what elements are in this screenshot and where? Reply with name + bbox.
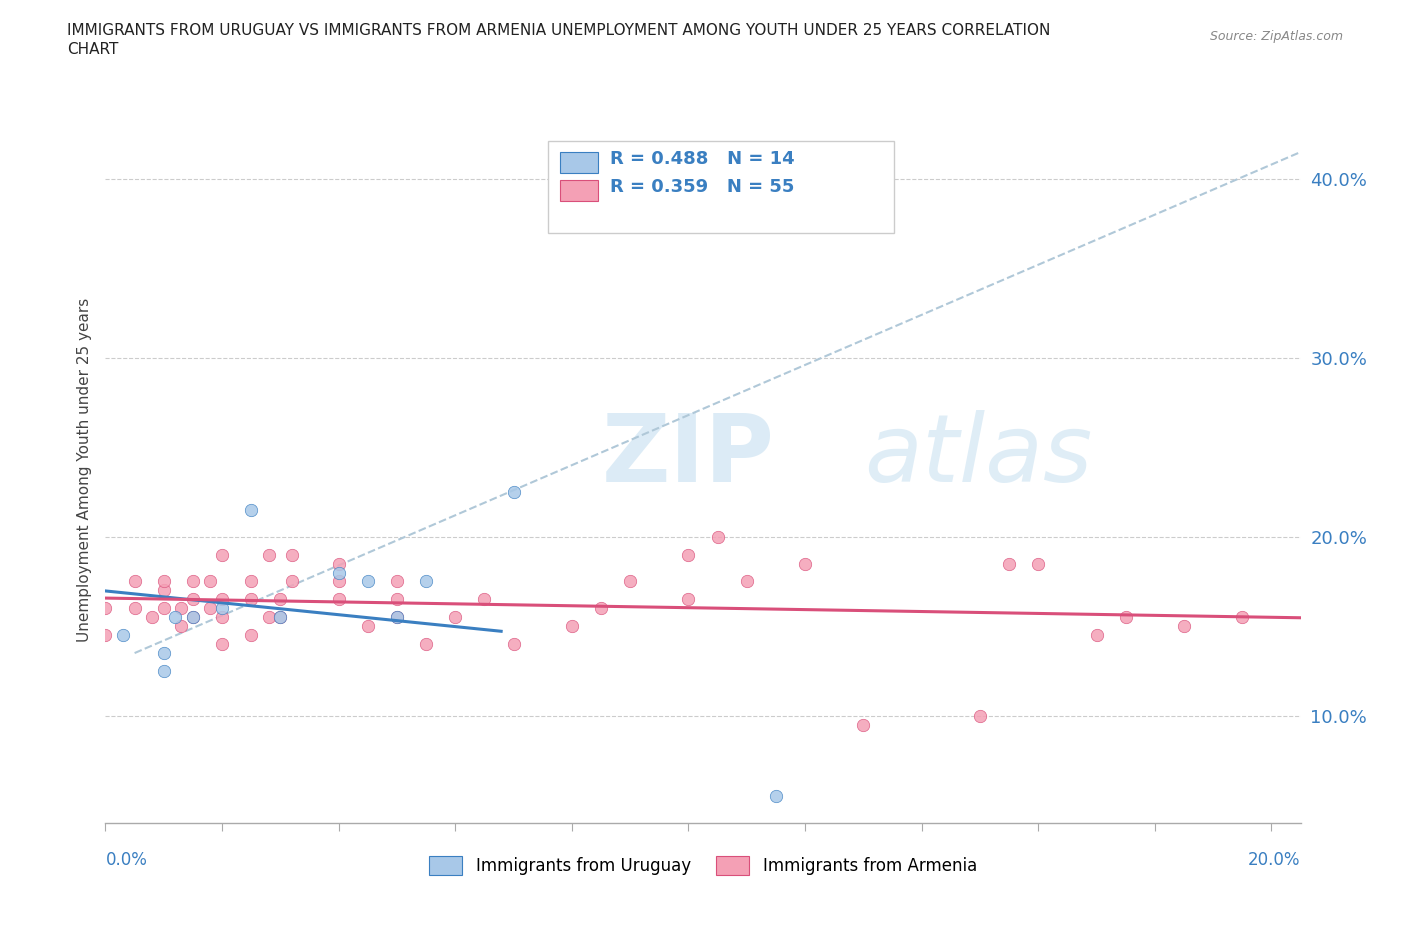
Point <box>328 591 350 606</box>
Point <box>444 610 467 625</box>
Point <box>1026 556 1049 571</box>
Point <box>969 709 991 724</box>
Point <box>211 547 233 562</box>
Point <box>257 547 280 562</box>
Point <box>328 574 350 589</box>
Point <box>589 601 612 616</box>
Point <box>678 591 700 606</box>
Point <box>998 556 1021 571</box>
FancyBboxPatch shape <box>560 152 598 173</box>
Point <box>269 591 291 606</box>
Point <box>165 610 187 625</box>
Point <box>211 637 233 652</box>
Point <box>281 547 304 562</box>
Point <box>181 610 204 625</box>
Point <box>561 618 583 633</box>
Point <box>1232 610 1254 625</box>
Point <box>794 556 817 571</box>
Point <box>124 574 146 589</box>
Point <box>765 789 787 804</box>
Text: R = 0.488   N = 14: R = 0.488 N = 14 <box>610 150 794 167</box>
Point <box>94 628 117 643</box>
Text: 20.0%: 20.0% <box>1249 851 1301 870</box>
Text: atlas: atlas <box>865 410 1092 501</box>
Point <box>415 574 437 589</box>
Point <box>257 610 280 625</box>
Text: R = 0.359   N = 55: R = 0.359 N = 55 <box>610 178 794 196</box>
Point <box>1085 628 1108 643</box>
Point <box>240 628 263 643</box>
Point <box>706 529 728 544</box>
Point <box>502 637 524 652</box>
Point <box>1115 610 1137 625</box>
Point <box>385 591 408 606</box>
Point <box>1173 618 1195 633</box>
Point <box>200 574 222 589</box>
Point <box>152 601 174 616</box>
Y-axis label: Unemployment Among Youth under 25 years: Unemployment Among Youth under 25 years <box>76 298 91 642</box>
Point <box>141 610 163 625</box>
Point <box>181 610 204 625</box>
Point <box>152 645 174 660</box>
Point <box>328 556 350 571</box>
Text: ZIP: ZIP <box>602 409 775 501</box>
Point <box>181 574 204 589</box>
Point <box>357 618 380 633</box>
Text: 0.0%: 0.0% <box>105 851 148 870</box>
Point <box>357 574 380 589</box>
Point <box>385 610 408 625</box>
Point <box>415 637 437 652</box>
Point <box>124 601 146 616</box>
Point <box>170 618 193 633</box>
Point <box>502 485 524 499</box>
Point <box>170 601 193 616</box>
Point <box>240 591 263 606</box>
Point <box>240 574 263 589</box>
Legend: Immigrants from Uruguay, Immigrants from Armenia: Immigrants from Uruguay, Immigrants from… <box>422 849 984 882</box>
Point <box>152 574 174 589</box>
Point <box>269 610 291 625</box>
Point <box>111 628 134 643</box>
Point <box>94 601 117 616</box>
Point <box>735 574 758 589</box>
Point <box>328 565 350 580</box>
Point <box>852 717 875 732</box>
Point <box>385 574 408 589</box>
Point <box>152 663 174 678</box>
Point <box>211 591 233 606</box>
Point <box>269 610 291 625</box>
Text: CHART: CHART <box>67 42 120 57</box>
Text: IMMIGRANTS FROM URUGUAY VS IMMIGRANTS FROM ARMENIA UNEMPLOYMENT AMONG YOUTH UNDE: IMMIGRANTS FROM URUGUAY VS IMMIGRANTS FR… <box>67 23 1050 38</box>
Point <box>211 610 233 625</box>
Point <box>678 547 700 562</box>
FancyBboxPatch shape <box>547 141 894 232</box>
Point <box>200 601 222 616</box>
Text: Source: ZipAtlas.com: Source: ZipAtlas.com <box>1209 30 1343 43</box>
Point <box>281 574 304 589</box>
Point <box>619 574 641 589</box>
Point <box>240 502 263 517</box>
Point <box>152 583 174 598</box>
Point <box>474 591 496 606</box>
Point <box>181 591 204 606</box>
Point <box>211 601 233 616</box>
Point <box>385 610 408 625</box>
FancyBboxPatch shape <box>560 179 598 201</box>
